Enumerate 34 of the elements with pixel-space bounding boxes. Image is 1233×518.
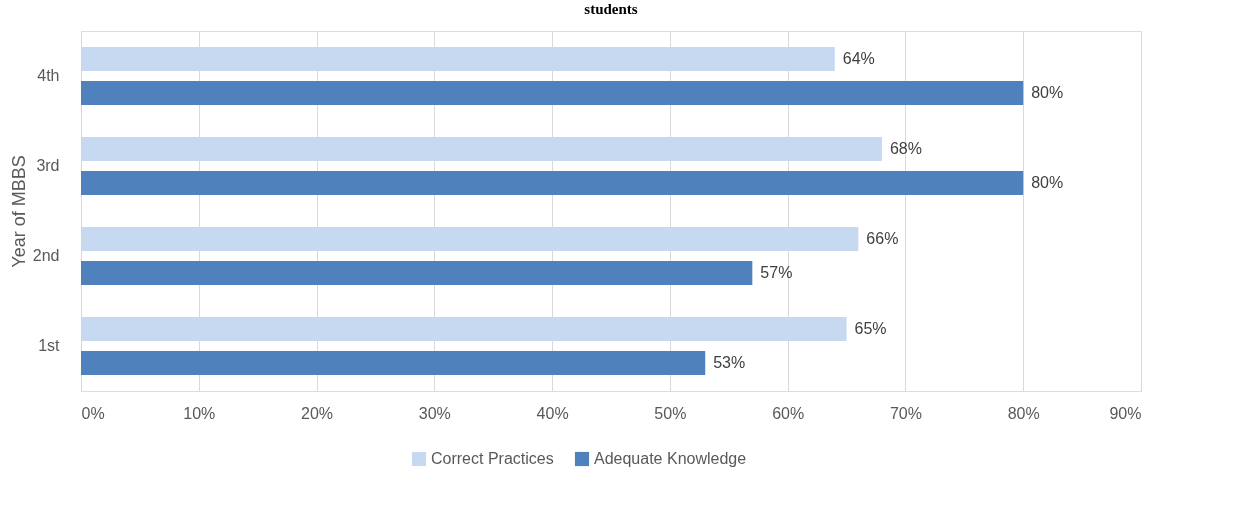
legend-label: Correct Practices	[431, 450, 554, 467]
y-axis-title: Year of MBBS	[8, 155, 29, 268]
data-label: 65%	[854, 319, 887, 337]
y-tick-label: 4th	[37, 67, 60, 84]
y-tick-label: 3rd	[36, 157, 60, 174]
x-tick-label: 80%	[1007, 404, 1040, 422]
bar	[81, 46, 835, 71]
x-tick-label: 70%	[889, 404, 922, 422]
bar	[81, 171, 1024, 196]
data-label: 57%	[760, 264, 793, 282]
x-tick-label: 30%	[418, 404, 451, 422]
x-tick-label: 10%	[183, 404, 216, 422]
x-tick-label: 50%	[654, 404, 687, 422]
x-tick-label: 40%	[536, 404, 569, 422]
bar	[81, 136, 882, 161]
data-label: 64%	[842, 49, 875, 67]
bar	[81, 226, 859, 251]
data-label: 53%	[713, 354, 746, 372]
x-tick-label: 0%	[81, 404, 105, 422]
x-tick-label: 20%	[301, 404, 334, 422]
legend-label: Adequate Knowledge	[594, 450, 747, 467]
data-label: 80%	[1031, 84, 1064, 102]
bar	[81, 351, 706, 376]
y-tick-label: 2nd	[32, 247, 60, 264]
x-tick-label: 60%	[772, 404, 805, 422]
text: students	[584, 1, 638, 17]
bar	[81, 316, 847, 341]
data-label: 80%	[1031, 174, 1064, 192]
data-label: 66%	[866, 229, 899, 247]
bar	[81, 261, 753, 286]
y-tick-label: 1st	[38, 337, 61, 354]
x-tick-label: 90%	[1109, 404, 1142, 422]
data-label: 68%	[889, 139, 922, 157]
bar	[81, 81, 1024, 106]
